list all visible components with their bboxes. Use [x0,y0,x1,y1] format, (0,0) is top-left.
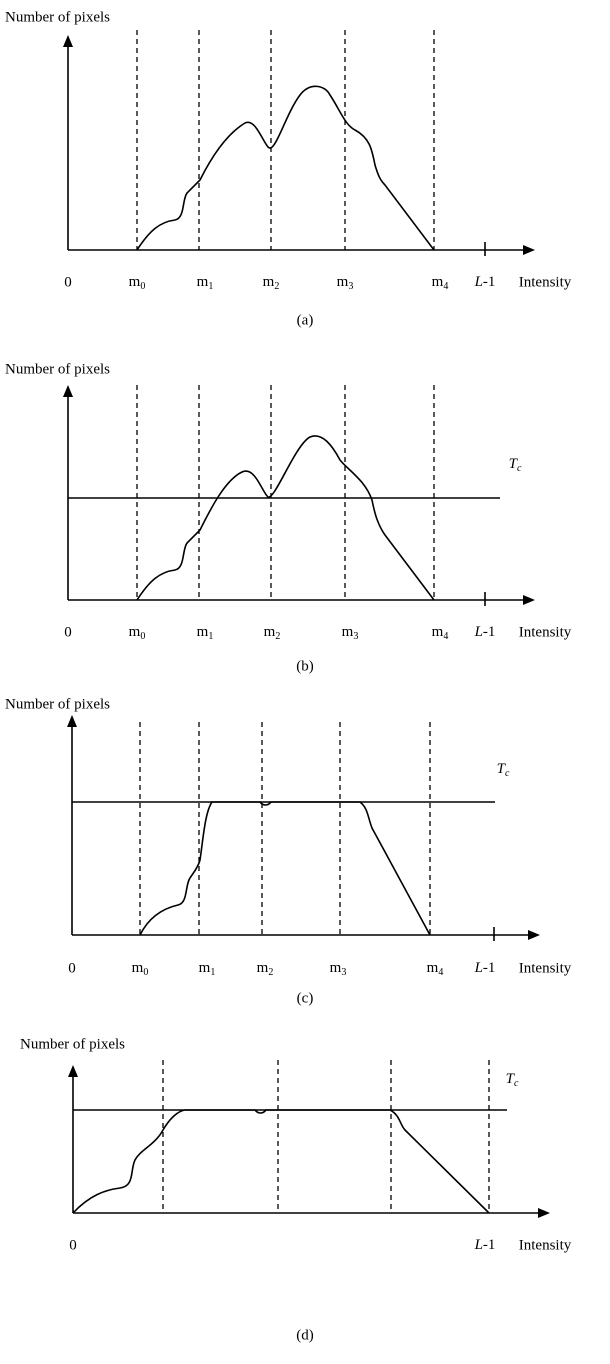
marker-label: m1 [197,274,214,292]
threshold-label-base: T [497,761,507,777]
arrow-head [523,595,535,605]
arrow-head [63,35,73,47]
marker-label: m2 [264,624,281,642]
marker-label: m0 [129,624,146,642]
marker-label-base: m [427,960,439,976]
marker-label: m0 [129,274,146,292]
caption: (c) [297,990,314,1006]
marker-label-base: m [129,274,141,290]
marker-label-sub: 4 [443,631,448,642]
marker-label-sub: 0 [140,631,145,642]
histogram-curve [72,1109,490,1214]
arrow-head [538,1208,550,1218]
threshold-label: Tc [509,456,522,474]
threshold-label-base: T [509,456,519,472]
marker-label: m3 [337,274,354,292]
marker-label: m0 [132,960,149,978]
marker-label-sub: 0 [140,281,145,292]
marker-label-base: m [263,274,275,290]
y-axis-label: Number of pixels [5,696,110,712]
marker-label-sub: 2 [268,967,273,978]
marker-label-sub: 1 [210,967,215,978]
x-axis-label: Intensity [519,1237,572,1253]
threshold-label-sub: c [517,463,522,474]
marker-label-base: m [197,274,209,290]
end-label-italic: L [474,1237,483,1253]
end-label-italic: L [474,274,483,290]
marker-label-sub: 2 [275,631,280,642]
marker-label: m1 [199,960,216,978]
arrow-head [63,385,73,397]
arrow-head [68,1065,78,1077]
marker-label-sub: 3 [353,631,358,642]
end-label-rest: -1 [483,960,496,976]
marker-label-base: m [129,624,141,640]
marker-label-sub: 1 [208,281,213,292]
marker-label: m4 [432,274,449,292]
threshold-label: Tc [497,761,510,779]
threshold-label-base: T [506,1071,516,1087]
y-axis-label: Number of pixels [5,9,110,25]
end-label-rest: -1 [483,624,496,640]
origin-label: 0 [69,1237,77,1253]
origin-label: 0 [68,960,76,976]
marker-label: m3 [342,624,359,642]
marker-label-base: m [264,624,276,640]
end-label-italic: L [474,624,483,640]
end-label: L-1 [474,274,496,290]
marker-label: m3 [330,960,347,978]
x-axis-label: Intensity [519,960,572,976]
marker-label-base: m [432,624,444,640]
histogram-curve [139,801,431,936]
arrow-head [523,245,535,255]
end-label: L-1 [474,960,496,976]
marker-label: m2 [263,274,280,292]
threshold-label: Tc [506,1071,519,1089]
marker-label-sub: 4 [443,281,448,292]
y-axis-label: Number of pixels [5,361,110,377]
caption: (d) [296,1327,314,1343]
end-label-rest: -1 [483,274,496,290]
origin-label: 0 [64,624,72,640]
arrow-head [67,715,77,727]
x-axis-label: Intensity [519,274,572,290]
threshold-label-sub: c [505,768,510,779]
marker-label: m2 [257,960,274,978]
marker-label-sub: 2 [274,281,279,292]
origin-label: 0 [64,274,72,290]
end-label-rest: -1 [483,1237,496,1253]
marker-label: m4 [432,624,449,642]
marker-label-base: m [132,960,144,976]
histogram-curve [136,85,435,251]
y-axis-label: Number of pixels [20,1036,125,1052]
marker-label-base: m [432,274,444,290]
marker-label-base: m [199,960,211,976]
end-label: L-1 [474,624,496,640]
caption: (b) [296,658,314,674]
marker-label-base: m [257,960,269,976]
threshold-label-sub: c [514,1078,519,1089]
marker-label-base: m [342,624,354,640]
x-axis-label: Intensity [519,624,572,640]
end-label-italic: L [474,960,483,976]
marker-label: m1 [197,624,214,642]
marker-label-sub: 3 [348,281,353,292]
marker-label-sub: 0 [143,967,148,978]
marker-label-sub: 4 [438,967,443,978]
marker-label-sub: 3 [341,967,346,978]
marker-label-base: m [337,274,349,290]
marker-label-base: m [197,624,209,640]
histogram-curve [136,435,435,601]
end-label: L-1 [474,1237,496,1253]
marker-label-base: m [330,960,342,976]
marker-label: m4 [427,960,444,978]
caption: (a) [297,312,314,328]
marker-label-sub: 1 [208,631,213,642]
arrow-head [528,930,540,940]
